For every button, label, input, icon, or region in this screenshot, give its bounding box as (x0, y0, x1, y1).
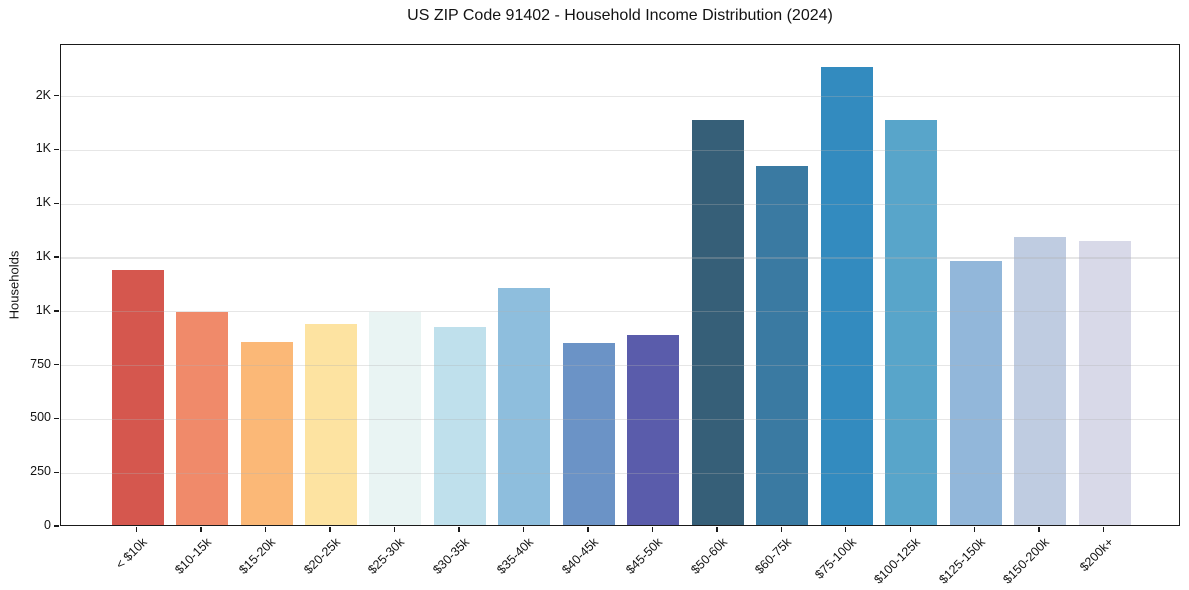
y-tick-label: 2K (35, 87, 51, 102)
x-tick-label: $15-20k (236, 535, 279, 577)
y-tick-mark (54, 525, 59, 527)
bar-$15-20k (240, 342, 293, 525)
x-tick-mark (264, 527, 267, 532)
bar-$20-25k (305, 323, 357, 525)
plot-area (60, 44, 1180, 526)
x-tick-label: $60-75k (752, 535, 795, 577)
x-tick-label: $125-150k (935, 535, 988, 587)
x-tick-mark (780, 527, 782, 532)
bar-$35-40k (498, 288, 551, 525)
bar-$75-100k (820, 66, 873, 525)
gridline-750 (61, 365, 1179, 367)
bar-$200k+ (1078, 240, 1131, 525)
y-tick-mark (54, 363, 59, 366)
x-tick-mark (135, 527, 138, 532)
y-tick-label: 0 (44, 518, 51, 532)
x-tick-mark (458, 527, 460, 532)
y-tick-label: 750 (30, 356, 51, 371)
x-tick-mark (845, 527, 847, 532)
x-tick-mark (716, 527, 718, 532)
y-tick-label: 1K (35, 249, 51, 264)
x-tick-mark (909, 527, 911, 532)
x-tick-label: $40-45k (558, 535, 601, 577)
x-tick-mark (1038, 527, 1040, 532)
bar-$25-30k (369, 311, 422, 525)
bar-$125-150k (949, 261, 1002, 525)
y-tick-mark (54, 202, 59, 204)
x-tick-label: $100-125k (871, 535, 924, 587)
y-tick-mark (54, 417, 59, 420)
y-tick-label: 1K (35, 302, 51, 317)
y-tick-mark (54, 94, 59, 97)
y-tick-mark (54, 148, 59, 151)
gridline-250 (61, 472, 1179, 474)
bar-< $10k (111, 270, 164, 525)
chart-title: US ZIP Code 91402 - Household Income Dis… (407, 7, 833, 24)
x-tick-mark (651, 527, 654, 532)
y-tick-label: 1K (35, 141, 51, 156)
bar-$45-50k (627, 334, 680, 525)
bar-$60-75k (756, 165, 809, 525)
bar-$40-45k (562, 343, 615, 525)
bar-$150-200k (1014, 236, 1067, 525)
x-tick-mark (200, 527, 202, 532)
x-tick-label: $45-50k (623, 535, 666, 577)
x-tick-label: $150-200k (1000, 535, 1053, 587)
gridline-500 (61, 418, 1179, 420)
x-tick-mark (974, 527, 976, 532)
bar-$10-15k (176, 311, 229, 525)
bar-$100-125k (885, 120, 938, 525)
x-tick-label: $30-35k (430, 535, 472, 577)
y-tick-label: 1K (35, 195, 51, 210)
gridline-1000 (61, 311, 1179, 313)
x-tick-mark (329, 527, 331, 532)
y-tick-mark (54, 310, 59, 312)
x-tick-label: $35-40k (494, 535, 537, 577)
bar-$50-60k (691, 120, 744, 525)
x-tick-mark (587, 527, 589, 532)
gridline-1750 (61, 149, 1179, 152)
x-tick-mark (1102, 527, 1105, 532)
x-tick-mark (522, 527, 525, 532)
x-tick-label: $10-15k (172, 535, 214, 577)
x-tick-label: $25-30k (365, 535, 408, 577)
x-tick-label: < $10k (112, 535, 150, 572)
gridline-2000 (61, 96, 1179, 98)
x-tick-label: $200k+ (1077, 535, 1117, 575)
bar-$30-35k (433, 327, 486, 525)
y-tick-label: 500 (30, 410, 51, 425)
y-tick-mark (54, 471, 59, 473)
y-tick-mark (54, 256, 59, 258)
gridline-1250 (61, 257, 1179, 259)
x-tick-label: $75-100k (811, 535, 859, 582)
x-tick-mark (393, 527, 396, 532)
x-tick-label: $50-60k (687, 535, 730, 577)
y-tick-label: 250 (30, 464, 51, 479)
x-tick-label: $20-25k (301, 535, 343, 577)
gridline-1500 (61, 203, 1179, 205)
